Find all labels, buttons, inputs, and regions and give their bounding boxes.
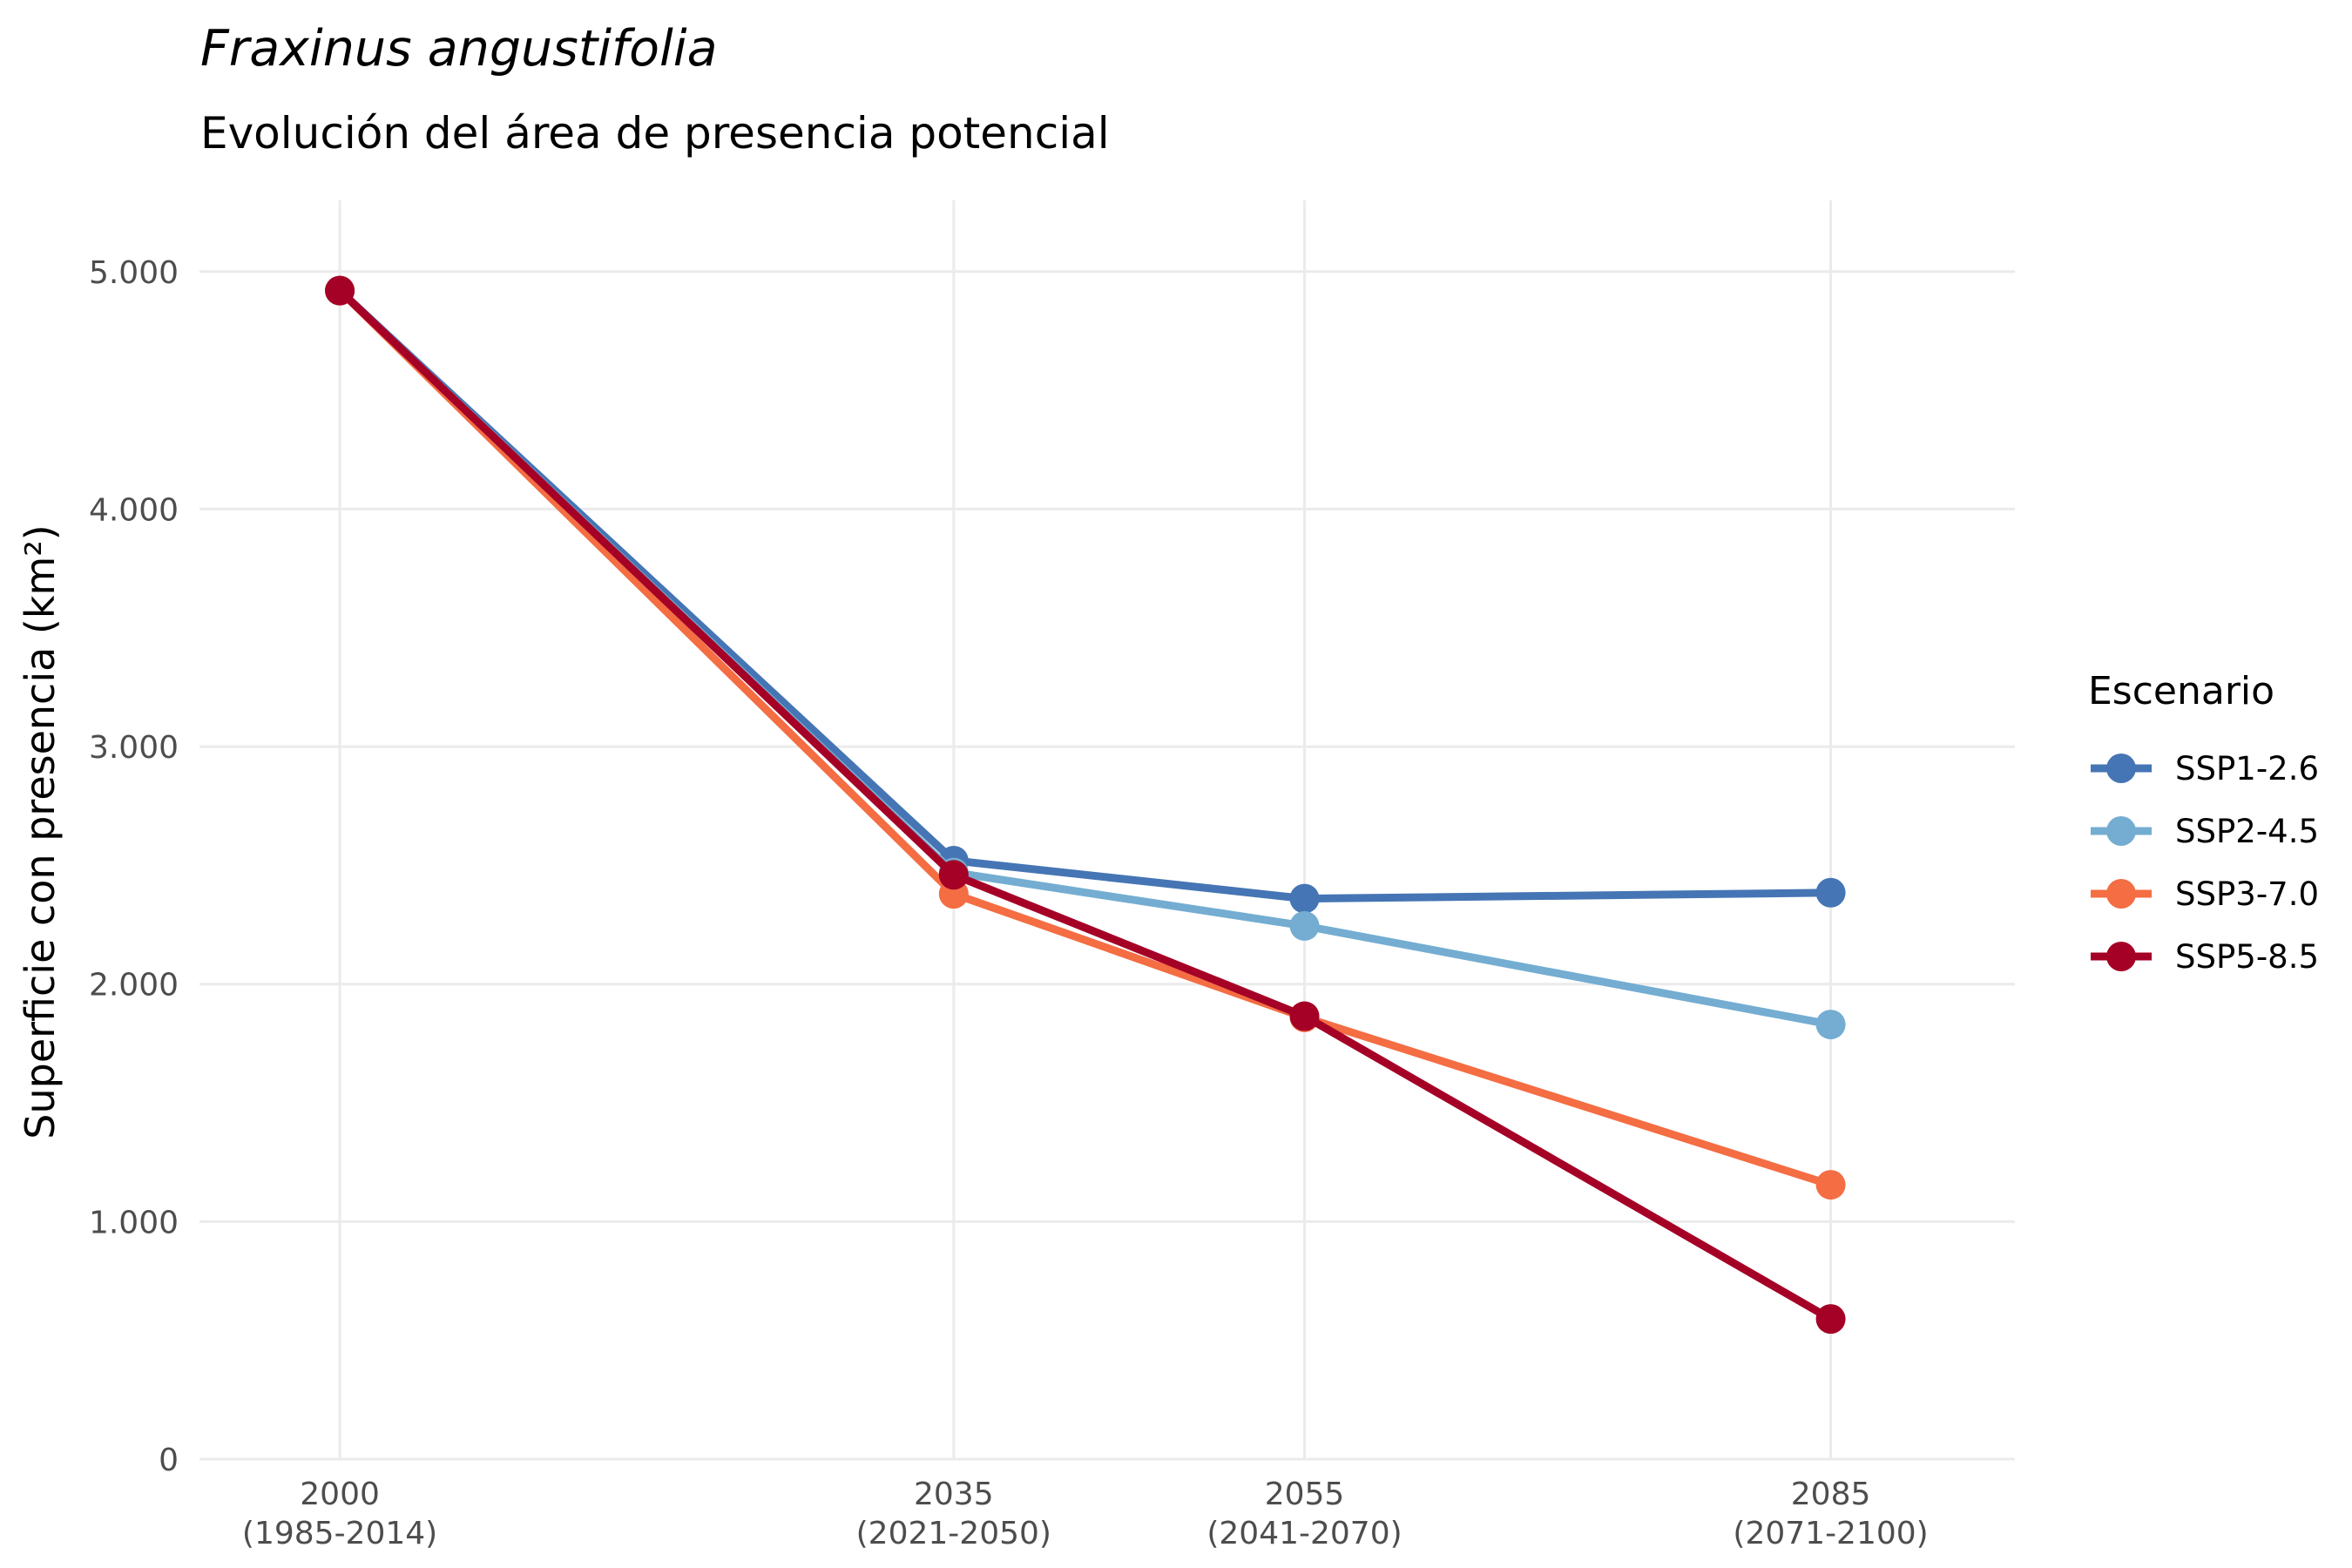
data-point [1815, 877, 1846, 908]
series-line [335, 287, 1835, 903]
x-tick-label: (2021-2050) [856, 1516, 1051, 1551]
x-tick-label: 2035 [914, 1477, 994, 1512]
legend-label: SSP5-8.5 [2175, 938, 2319, 976]
y-axis-ticks: 0 1.000 2.000 3.000 4.000 5.000 [89, 255, 179, 1478]
legend-item: SSP1-2.6 [2091, 750, 2319, 787]
series-ssp3-7-0 [325, 275, 1846, 1200]
data-point [1289, 910, 1320, 941]
x-tick-label: 2055 [1265, 1477, 1345, 1512]
data-point [1815, 1170, 1846, 1200]
gridlines [199, 200, 2015, 1461]
legend-item: SSP2-4.5 [2091, 813, 2319, 850]
legend-key-point [2106, 942, 2136, 971]
series-lines [325, 275, 1846, 1335]
chart-subtitle: Evolución del área de presencia potencia… [200, 108, 1110, 159]
data-point [1289, 1001, 1320, 1031]
series-ssp1-2-6 [325, 275, 1846, 914]
data-point [325, 275, 355, 306]
series-line [335, 287, 1835, 1189]
chart-title: Fraxinus angustifolia [200, 20, 718, 78]
legend-label: SSP3-7.0 [2175, 875, 2319, 913]
x-tick-label: (2071-2100) [1733, 1516, 1928, 1551]
y-tick-label: 5.000 [89, 255, 179, 291]
legend: Escenario SSP1-2.6 SSP2-4.5 SSP3-7.0 SSP5-8… [2088, 669, 2319, 976]
x-tick-label: (2041-2070) [1206, 1516, 1402, 1551]
series-ssp5-8-5 [325, 275, 1846, 1335]
y-tick-label: 4.000 [89, 492, 179, 528]
series-line [335, 287, 1835, 1323]
data-point [1815, 1010, 1846, 1040]
legend-key-point [2106, 816, 2136, 846]
y-tick-label: 0 [159, 1443, 179, 1478]
data-point [1289, 883, 1320, 914]
y-tick-label: 3.000 [89, 730, 179, 766]
legend-label: SSP1-2.6 [2175, 750, 2319, 787]
x-tick-label: (1985-2014) [242, 1516, 437, 1551]
x-axis-ticks: 2000 (1985-2014) 2035 (2021-2050) 2055 (2041-… [242, 1477, 1929, 1551]
data-point [1815, 1304, 1846, 1335]
x-tick-label: 2085 [1791, 1477, 1871, 1512]
legend-item: SSP3-7.0 [2091, 875, 2319, 913]
y-tick-label: 2.000 [89, 968, 179, 1004]
legend-key-point [2106, 754, 2136, 783]
x-tick-label: 2000 [300, 1477, 380, 1512]
legend-label: SSP2-4.5 [2175, 813, 2319, 850]
legend-key-point [2106, 879, 2136, 909]
data-point [938, 860, 969, 890]
legend-title: Escenario [2088, 669, 2274, 713]
series-line [335, 287, 1835, 1029]
y-tick-label: 1.000 [89, 1205, 179, 1240]
y-axis-label: Superficie con presencia (km²) [17, 524, 64, 1139]
legend-item: SSP5-8.5 [2091, 938, 2319, 976]
